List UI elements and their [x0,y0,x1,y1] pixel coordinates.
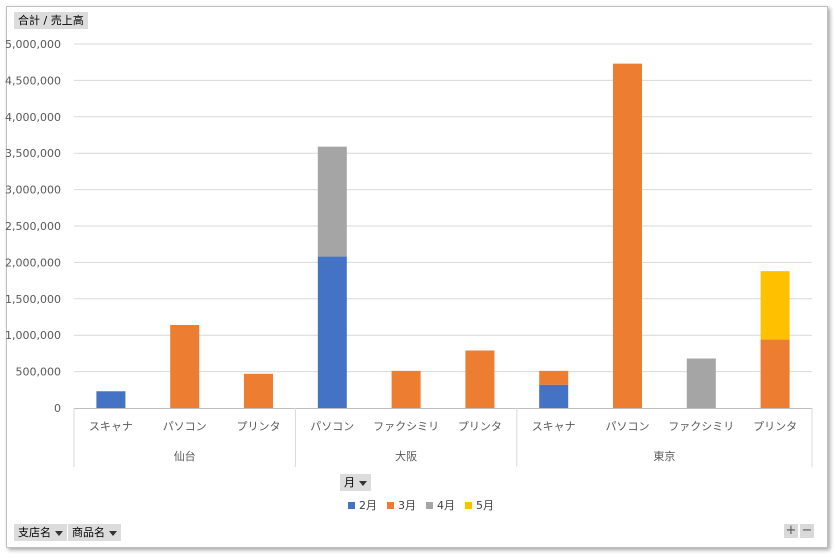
column-field-label: 月 [344,476,355,489]
x-tick-label: スキャナ [532,420,576,433]
legend-swatch [348,501,355,509]
dropdown-arrow-icon [359,480,367,486]
bar [391,370,421,408]
value-field-label: 合計 / 売上高 [18,14,84,27]
chart-area [6,6,828,548]
bar [317,256,347,408]
legend: 2月 3月 4月 5月 [348,497,494,513]
x-tick-label: プリンタ [237,420,281,433]
dropdown-arrow-icon [55,530,63,536]
x-tick-label: プリンタ [458,420,502,433]
bar [539,384,569,408]
bar [760,339,790,408]
y-tick-label: 500,000 [16,366,62,379]
bar [760,271,790,340]
y-tick-label: 4,500,000 [5,74,61,87]
y-tick-label: 3,500,000 [5,147,61,160]
y-tick-label: 2,500,000 [5,220,61,233]
column-field-button[interactable]: 月 [340,474,371,491]
minus-icon: − [801,523,813,538]
plus-icon: + [785,523,797,538]
legend-swatch [465,501,472,509]
row-field-label: 支店名 [18,526,51,539]
x-tick-label: ファクシミリ [373,420,439,433]
group-label: 東京 [653,449,675,463]
bar [686,358,716,408]
bar [244,373,273,408]
bar [539,370,569,385]
y-tick-label: 1,500,000 [5,293,61,306]
y-tick-label: 5,000,000 [5,38,61,51]
y-tick-label: 2,000,000 [5,256,61,269]
bar [170,325,200,408]
row-field-button-branch[interactable]: 支店名 [14,524,67,541]
collapse-field-button[interactable]: − [800,524,814,538]
row-field-label: 商品名 [72,526,105,539]
x-tick-label: パソコン [163,420,207,433]
y-tick-label: 1,000,000 [5,329,61,342]
dropdown-arrow-icon [109,530,117,536]
group-label: 仙台 [174,449,196,463]
x-tick-label: パソコン [606,420,650,433]
group-label: 大阪 [395,449,417,463]
legend-label: 3月 [398,499,416,512]
legend-label: 2月 [359,499,377,512]
x-tick-label: パソコン [310,420,354,433]
legend-item: 2月 [348,497,377,513]
y-tick-label: 3,000,000 [5,184,61,197]
bar [96,391,126,408]
bar [317,146,347,257]
bar [465,350,495,408]
legend-label: 4月 [437,499,455,512]
legend-item: 3月 [387,497,416,513]
legend-swatch [387,501,394,509]
y-tick-label: 4,000,000 [5,111,61,124]
value-field-button[interactable]: 合計 / 売上高 [14,12,88,29]
expand-field-button[interactable]: + [784,524,798,538]
x-tick-label: ファクシミリ [668,420,734,433]
x-tick-label: プリンタ [753,420,797,433]
legend-label: 5月 [476,499,494,512]
y-tick-label: 0 [54,402,61,415]
bar [613,63,642,408]
x-tick-label: スキャナ [89,420,133,433]
legend-swatch [426,501,433,509]
legend-item: 5月 [465,497,494,513]
row-field-button-product[interactable]: 商品名 [68,524,121,541]
legend-item: 4月 [426,497,455,513]
